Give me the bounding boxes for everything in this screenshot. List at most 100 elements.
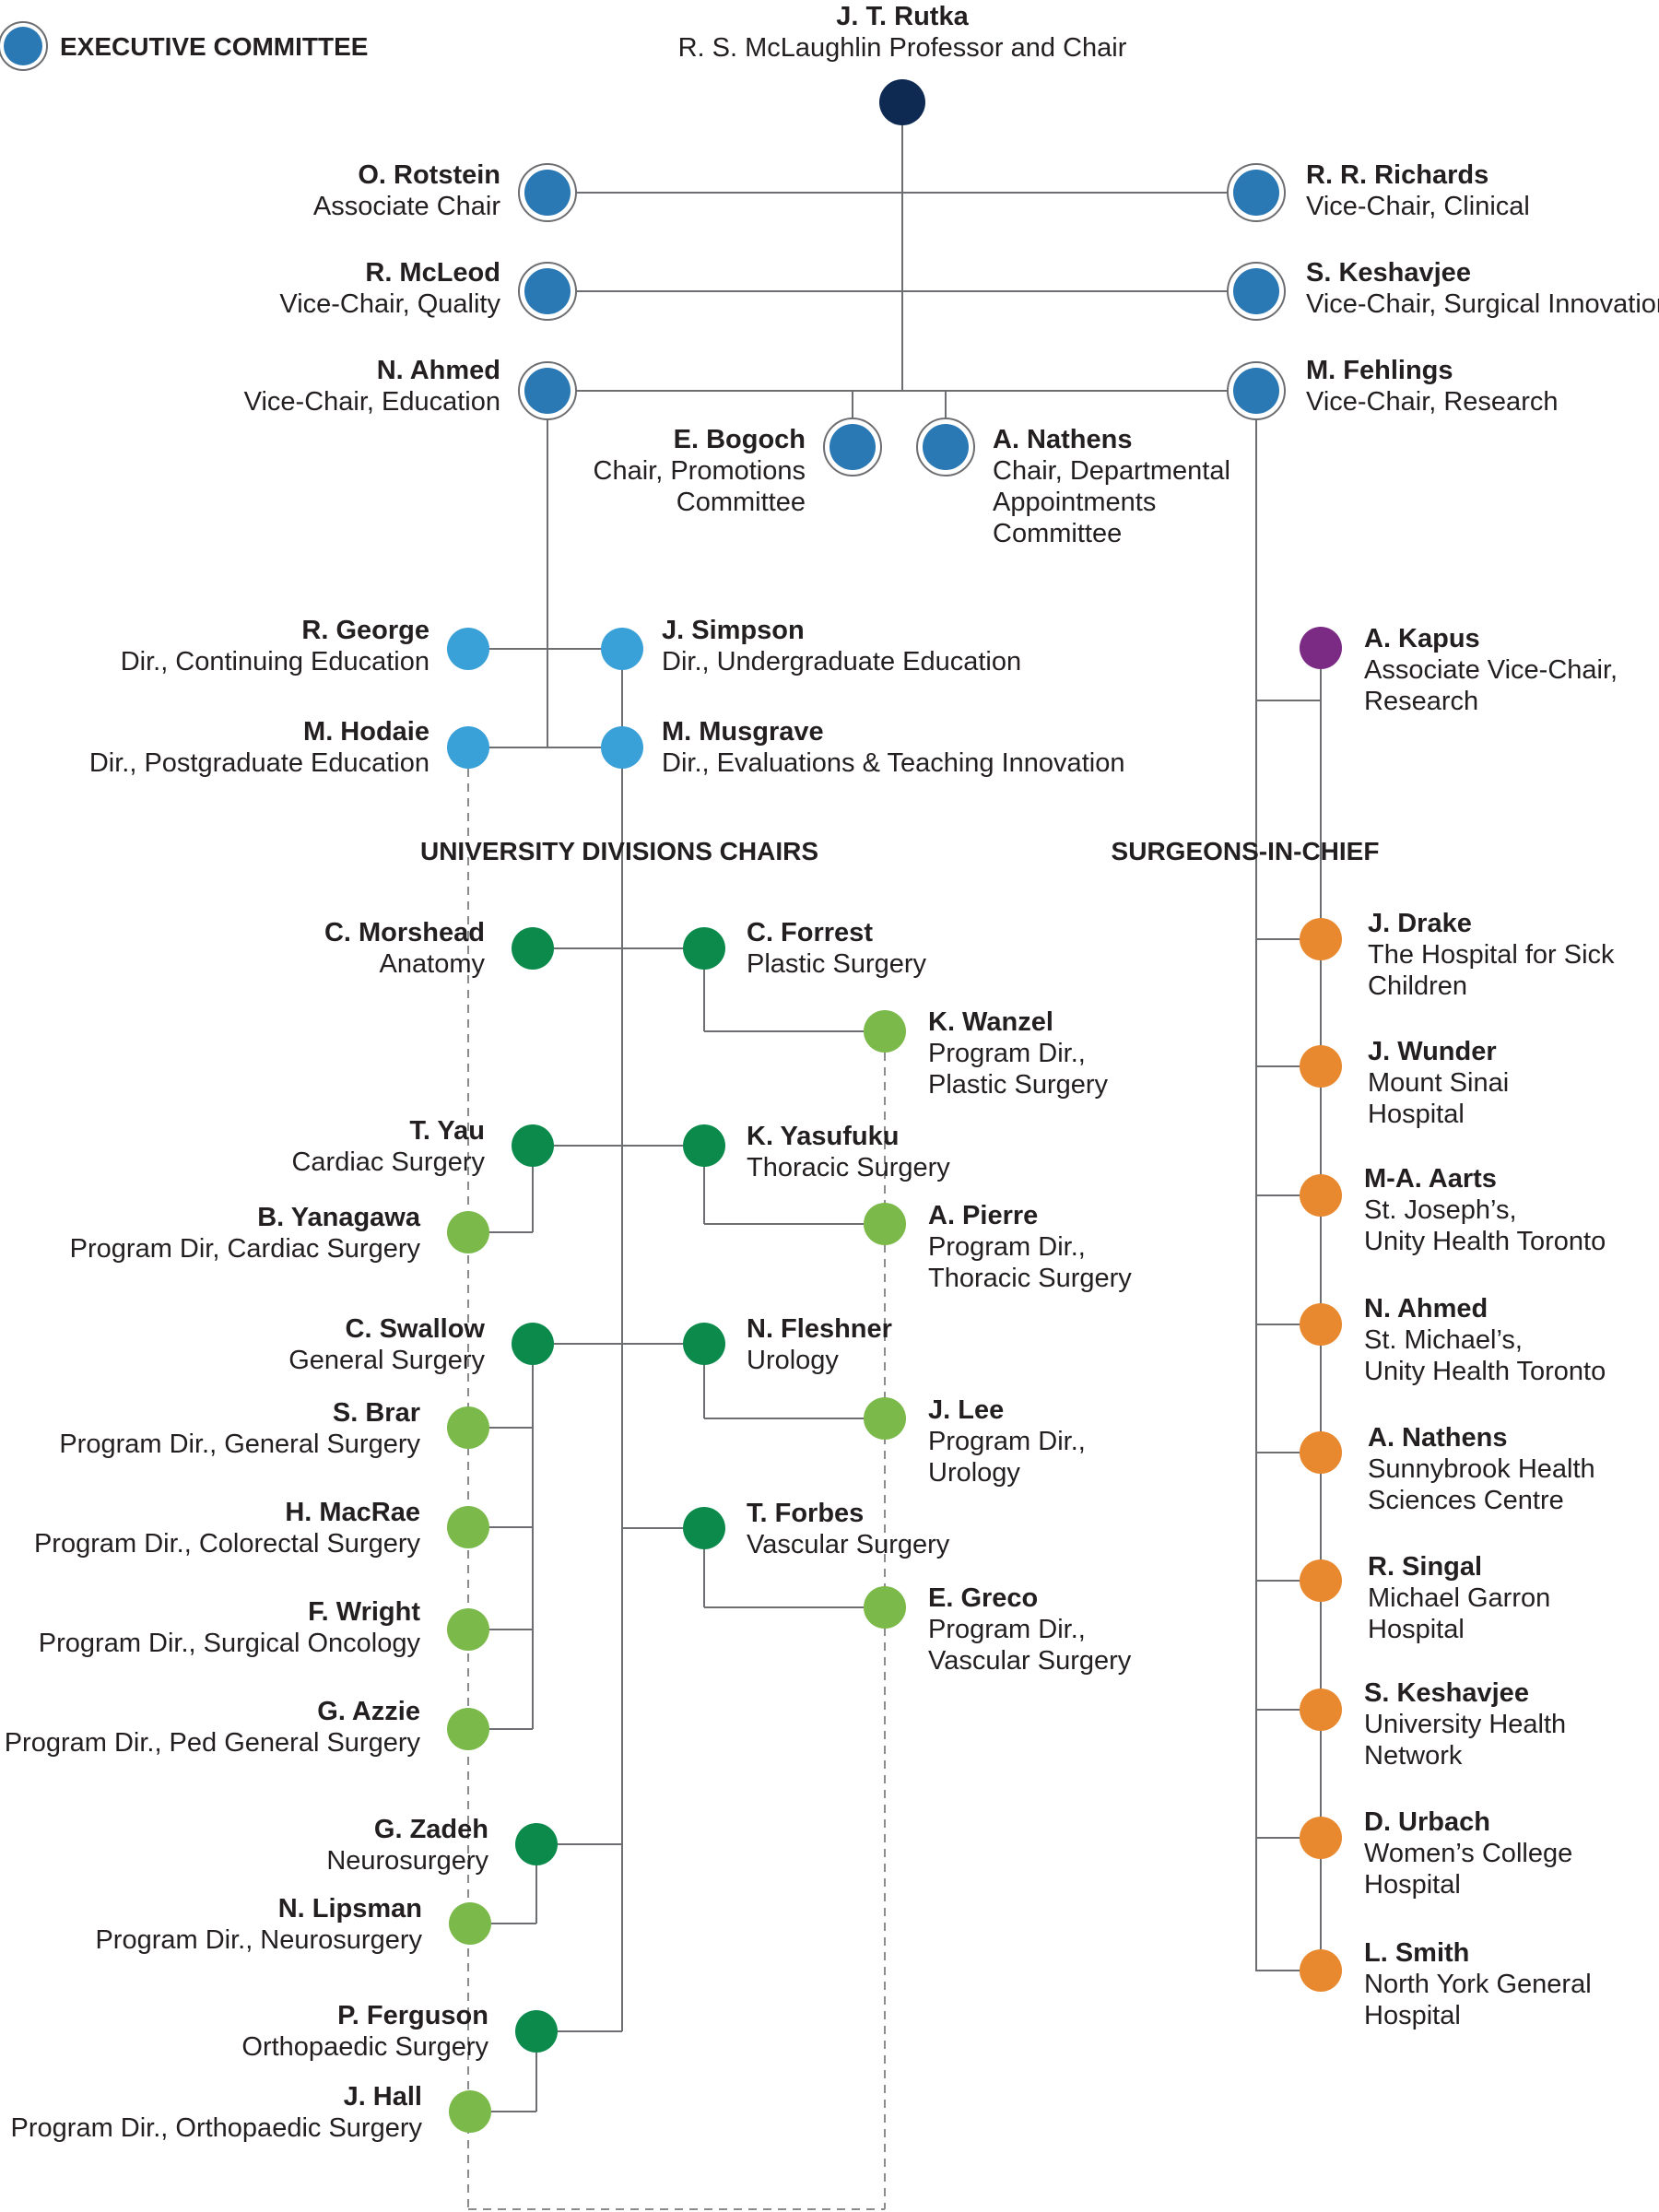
node-title-line: Mount Sinai <box>1368 1068 1509 1098</box>
node-title: Thoracic Surgery <box>747 1153 950 1182</box>
node-lipsman <box>449 1902 491 1945</box>
node-title-line: Appointments <box>993 488 1156 517</box>
node-simpson <box>601 628 643 670</box>
node-title-line: University Health <box>1364 1710 1566 1739</box>
org-labels: J. T. Rutka R. S. McLaughlin Professor an… <box>5 2 1659 2143</box>
node-drake <box>1300 918 1342 960</box>
node-title: General Surgery <box>288 1346 485 1375</box>
node-mcleod <box>524 268 571 314</box>
node-wright <box>447 1608 489 1651</box>
node-name: H. MacRae <box>285 1498 420 1527</box>
label-keshavjee-sic: S. Keshavjee University Health Network <box>1364 1678 1566 1771</box>
node-title-line: Women’s College <box>1364 1839 1572 1868</box>
label-yau: T. Yau Cardiac Surgery <box>291 1116 485 1177</box>
node-name: R. McLeod <box>365 258 500 288</box>
label-rutka: J. T. Rutka R. S. McLaughlin Professor an… <box>678 2 1127 63</box>
label-musgrave: M. Musgrave Dir., Evaluations & Teaching … <box>662 717 1124 778</box>
node-title: Dir., Undergraduate Education <box>662 647 1021 677</box>
node-title: Program Dir., Surgical Oncology <box>39 1629 421 1658</box>
label-fehlings: M. Fehlings Vice-Chair, Research <box>1306 356 1558 417</box>
node-name: B. Yanagawa <box>257 1203 421 1232</box>
label-nathens-c: A. Nathens Chair, Departmental Appointment… <box>993 425 1230 548</box>
legend: EXECUTIVE COMMITTEE <box>0 21 368 71</box>
label-yasufuku: K. Yasufuku Thoracic Surgery <box>747 1122 950 1182</box>
node-title: Cardiac Surgery <box>291 1147 485 1177</box>
node-title: Program Dir., General Surgery <box>59 1430 420 1459</box>
node-name: J. Drake <box>1368 909 1472 938</box>
node-fleshner <box>683 1323 725 1365</box>
node-title: Plastic Surgery <box>747 949 927 979</box>
node-name: S. Keshavjee <box>1306 258 1471 288</box>
node-yanagawa <box>447 1211 489 1253</box>
node-title: Associate Chair <box>313 192 500 221</box>
node-name: O. Rotstein <box>358 160 500 190</box>
node-title: Dir., Continuing Education <box>121 647 429 677</box>
node-title-line: Program Dir., <box>928 1615 1086 1644</box>
node-aarts <box>1300 1174 1342 1217</box>
node-name: T. Forbes <box>747 1499 864 1528</box>
node-morshead <box>512 927 554 970</box>
node-title: Dir., Postgraduate Education <box>89 748 429 778</box>
node-pierre <box>864 1203 906 1245</box>
node-title-line: Vascular Surgery <box>928 1646 1132 1676</box>
node-name: J. Lee <box>928 1395 1004 1425</box>
node-name: G. Azzie <box>317 1697 420 1726</box>
node-name: C. Swallow <box>346 1314 486 1344</box>
node-title-line: North York General <box>1364 1970 1592 1999</box>
node-keshavjee-vc <box>1233 268 1279 314</box>
node-nathens-sic <box>1300 1431 1342 1474</box>
node-title: Program Dir., Orthopaedic Surgery <box>11 2113 423 2143</box>
node-name: N. Lipsman <box>278 1894 422 1924</box>
node-title-line: Hospital <box>1364 2001 1461 2030</box>
node-name: M-A. Aarts <box>1364 1164 1497 1194</box>
node-title-line: St. Joseph’s, <box>1364 1195 1517 1225</box>
node-name: K. Yasufuku <box>747 1122 899 1151</box>
node-zadeh <box>515 1823 558 1865</box>
node-title-line: Research <box>1364 687 1478 716</box>
legend-dot <box>4 27 42 65</box>
node-forbes <box>683 1507 725 1549</box>
node-wunder <box>1300 1045 1342 1088</box>
node-title-line: Hospital <box>1368 1615 1465 1644</box>
label-zadeh: G. Zadeh Neurosurgery <box>326 1815 488 1876</box>
node-name: J. Wunder <box>1368 1037 1497 1066</box>
node-name: C. Morshead <box>324 918 485 947</box>
node-title-line: Michael Garron <box>1368 1583 1550 1613</box>
node-title-line: Chair, Departmental <box>993 456 1230 486</box>
label-hall: J. Hall Program Dir., Orthopaedic Surgery <box>11 2082 423 2143</box>
node-title: R. S. McLaughlin Professor and Chair <box>678 33 1127 63</box>
node-name: R. Singal <box>1368 1552 1482 1582</box>
node-yasufuku <box>683 1124 725 1167</box>
node-title: Vice-Chair, Clinical <box>1306 192 1530 221</box>
node-title-line: Hospital <box>1364 1870 1461 1900</box>
node-name: K. Wanzel <box>928 1007 1053 1037</box>
node-musgrave <box>601 726 643 769</box>
label-bogoch: E. Bogoch Chair, Promotions Committee <box>594 425 806 517</box>
label-wanzel: K. Wanzel Program Dir., Plastic Surgery <box>928 1007 1109 1100</box>
node-title-line: The Hospital for Sick <box>1368 940 1615 970</box>
node-title: Program Dir., Colorectal Surgery <box>34 1529 421 1559</box>
node-name: L. Smith <box>1364 1938 1469 1968</box>
label-yanagawa: B. Yanagawa Program Dir, Cardiac Surgery <box>70 1203 421 1264</box>
node-title-line: Sunnybrook Health <box>1368 1454 1595 1484</box>
node-kapus <box>1300 627 1342 669</box>
node-swallow <box>512 1323 554 1365</box>
node-wanzel <box>864 1010 906 1053</box>
node-title: Vascular Surgery <box>747 1530 950 1559</box>
label-greco: E. Greco Program Dir., Vascular Surgery <box>928 1583 1132 1676</box>
label-keshavjee-vc: S. Keshavjee Vice-Chair, Surgical Innovat… <box>1306 258 1659 319</box>
node-name: T. Yau <box>409 1116 485 1146</box>
node-brar <box>447 1406 489 1449</box>
node-smith <box>1300 1949 1342 1992</box>
label-simpson: J. Simpson Dir., Undergraduate Education <box>662 616 1021 677</box>
node-title: Vice-Chair, Quality <box>279 289 500 319</box>
node-title: Dir., Evaluations & Teaching Innovation <box>662 748 1124 778</box>
node-title: Vice-Chair, Education <box>244 387 500 417</box>
label-swallow: C. Swallow General Surgery <box>288 1314 485 1375</box>
node-lee <box>864 1397 906 1440</box>
node-title-line: St. Michael’s, <box>1364 1325 1523 1355</box>
label-brar: S. Brar Program Dir., General Surgery <box>59 1398 420 1459</box>
label-forrest: C. Forrest Plastic Surgery <box>747 918 927 979</box>
node-title-line: Program Dir., <box>928 1039 1086 1068</box>
node-title-line: Unity Health Toronto <box>1364 1227 1606 1256</box>
